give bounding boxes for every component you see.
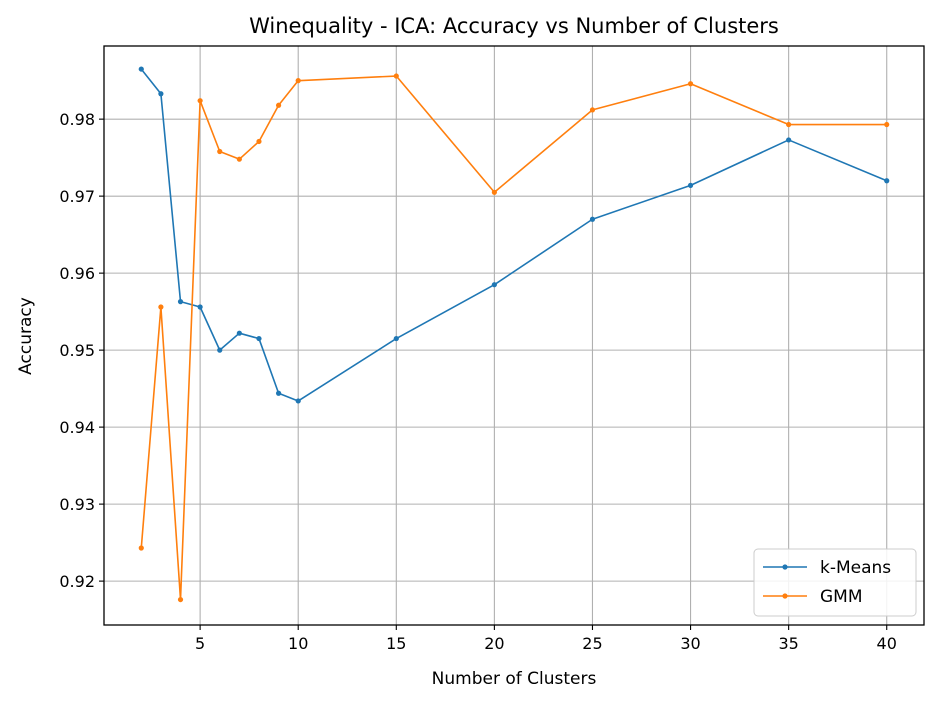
x-tick-label: 20 [484,634,504,653]
x-tick-label: 25 [582,634,602,653]
plot-frame [103,45,925,626]
x-tick-label: 30 [680,634,700,653]
y-tick-label: 0.94 [59,418,95,437]
data-point [491,189,497,195]
grid [104,46,924,625]
data-point [687,81,694,87]
legend: k-Means GMM [753,548,917,617]
data-point [197,304,203,310]
legend-box [753,548,917,617]
data-point [138,66,144,72]
data-point [138,545,144,551]
data-point [275,102,282,108]
x-tick-label: 5 [195,634,205,653]
legend-label: GMM [820,587,863,607]
data-point [236,156,242,162]
y-tick-label: 0.95 [59,341,95,360]
legend-label: k-Means [820,558,891,578]
y-tick-label: 0.93 [59,495,95,514]
x-tick-label: 10 [288,634,308,653]
data-point [589,107,596,113]
chart-title: Winequality - ICA: Accuracy vs Number of… [249,14,779,38]
data-point [393,73,399,79]
x-axis-label: Number of Clusters [432,669,597,689]
y-tick-label: 0.98 [59,110,95,129]
data-point [786,121,792,128]
data-point [786,137,792,143]
data-point [491,282,497,288]
data-point [217,148,223,155]
data-point [393,335,399,342]
data-point [884,178,890,184]
y-tick-label: 0.96 [59,264,95,283]
legend-marker [782,564,788,570]
series-layer [138,66,890,603]
x-tick-label: 35 [778,634,798,653]
data-point [158,91,164,97]
data-point [177,299,184,305]
series-line-gmm [140,75,887,601]
data-point [687,182,694,188]
data-point [236,330,242,336]
y-axis-label: Accuracy [16,297,36,375]
x-tick-label: 40 [877,634,897,653]
data-point [256,335,262,342]
data-point [884,121,890,128]
x-tick-label: 15 [386,634,406,653]
data-point [177,596,184,603]
data-point [295,78,301,84]
legend-marker [782,593,788,599]
data-point [217,347,223,353]
y-tick-label: 0.92 [59,572,95,591]
y-tick-label: 0.97 [59,187,95,206]
data-point [275,390,282,396]
data-point [256,138,262,145]
data-point [158,304,164,310]
axis-ticks: 5 10 15 20 25 30 35 40 0.92 0.93 0.94 0.95 0.96 0.97 0… [59,110,897,653]
data-point [295,398,301,404]
data-point [589,216,596,222]
data-point [197,98,203,104]
